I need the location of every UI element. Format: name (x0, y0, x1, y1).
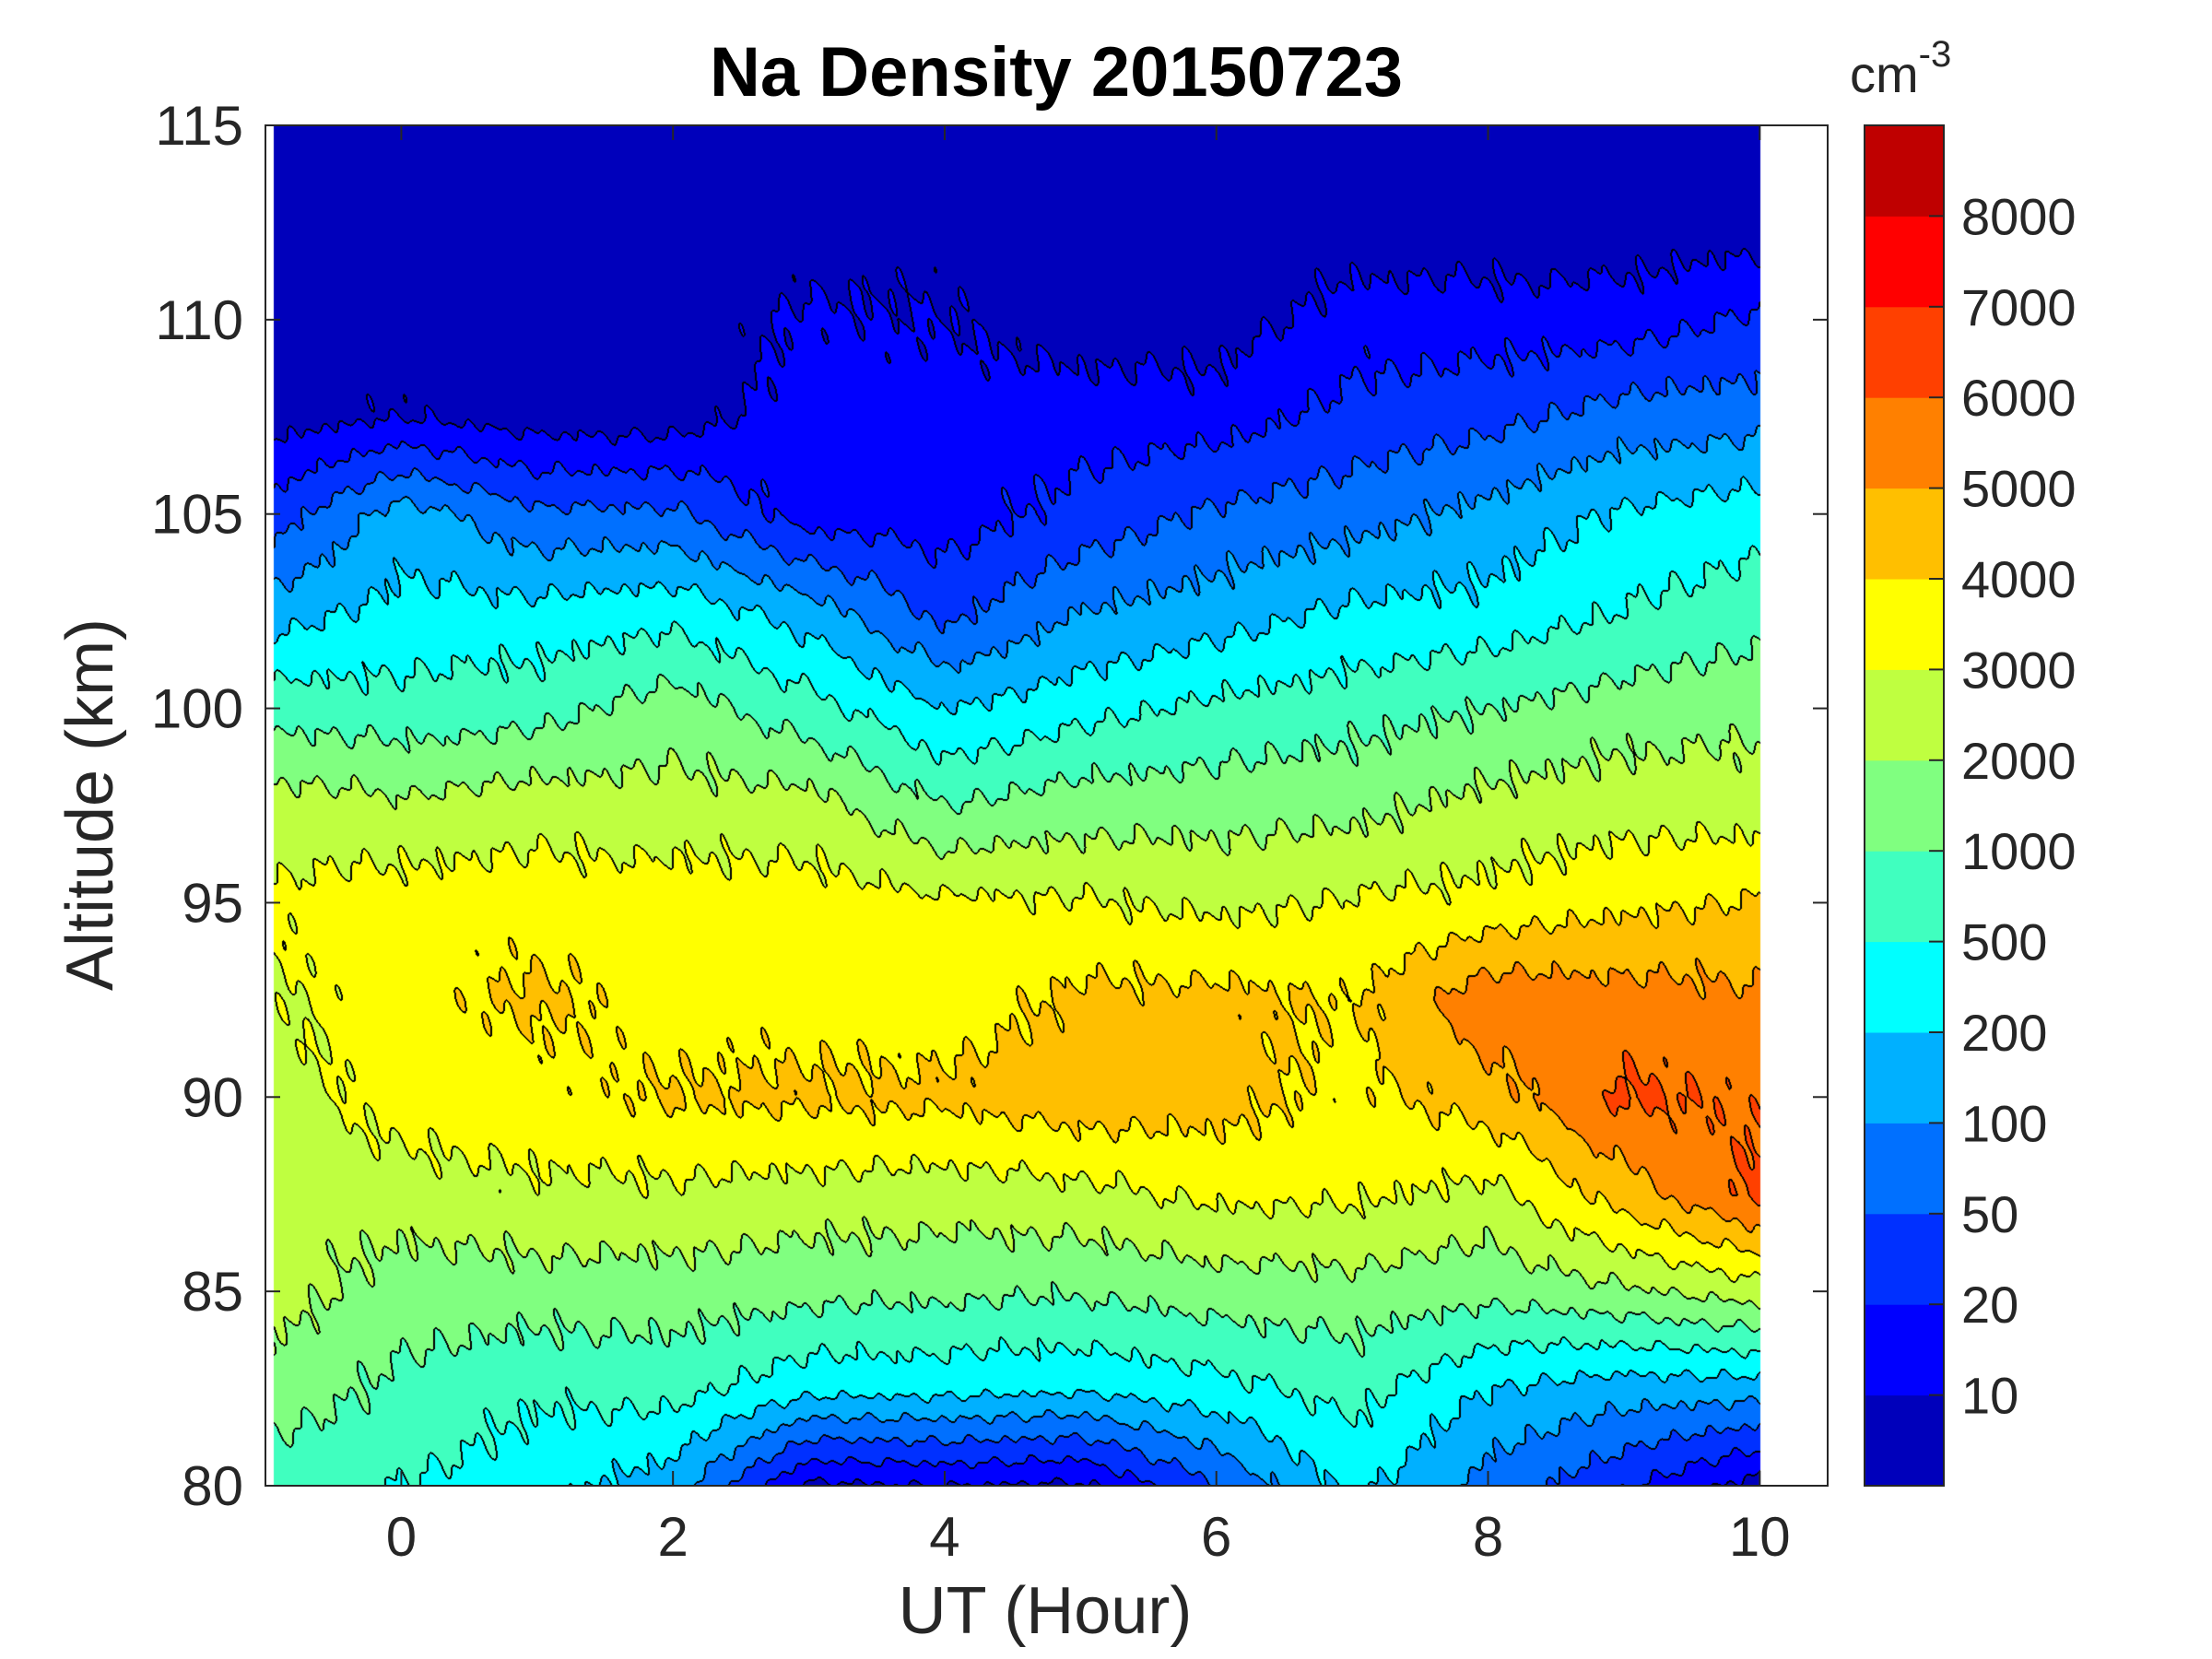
colorbar-frame (1864, 124, 1945, 1487)
x-tick-label: 4 (929, 1506, 959, 1568)
colorbar-tick-label: 10 (1961, 1367, 2018, 1425)
x-tick-label: 10 (1729, 1506, 1791, 1568)
x-tick-label: 2 (657, 1506, 688, 1568)
colorbar-tick-label: 6000 (1961, 369, 2077, 427)
contour-fill (265, 125, 1828, 1486)
colorbar-unit: cm-3 (1850, 34, 1951, 103)
colorbar-tick-label: 3000 (1961, 641, 2077, 699)
colorbar-band (1865, 579, 1944, 670)
colorbar-tick-label: 2000 (1961, 732, 2077, 790)
x-tick-label: 0 (386, 1506, 417, 1568)
colorbar-band (1865, 759, 1944, 852)
colorbar-tick-label: 20 (1961, 1276, 2018, 1334)
colorbar-tick-label: 200 (1961, 1004, 2047, 1062)
y-tick-label: 80 (182, 1455, 243, 1517)
colorbar-band (1865, 1032, 1944, 1124)
colorbar-unit-exponent: -3 (1919, 34, 1952, 75)
y-tick-label: 95 (182, 872, 243, 934)
colorbar-band (1865, 125, 1944, 217)
colorbar-band (1865, 216, 1944, 308)
y-tick-label: 105 (151, 484, 243, 546)
colorbar-tick-label: 500 (1961, 913, 2047, 971)
y-tick-label: 85 (182, 1261, 243, 1323)
colorbar-tick-label: 1000 (1961, 822, 2077, 880)
colorbar-band (1865, 669, 1944, 761)
colorbar-band (1865, 851, 1944, 943)
y-tick-label: 110 (155, 289, 243, 351)
colorbar-tick-label: 4000 (1961, 550, 2077, 608)
axes: 0 2 4 6 8 10 80 85 90 95 100 105 110 115 (151, 95, 1828, 1568)
x-tick-label: 8 (1473, 1506, 1503, 1568)
colorbar-unit-base: cm (1850, 45, 1919, 103)
y-tick-label: 90 (182, 1066, 243, 1128)
y-axis-label: Altitude (km) (53, 618, 127, 991)
colorbar-tick-label: 50 (1961, 1185, 2018, 1243)
x-axis-label: UT (Hour) (899, 1574, 1193, 1648)
colorbar-tick-label: 100 (1961, 1094, 2047, 1152)
colorbar-tick-label: 5000 (1961, 460, 2077, 518)
colorbar-band (1865, 1394, 1944, 1487)
colorbar-band (1865, 397, 1944, 489)
colorbar-band (1865, 488, 1944, 580)
colorbar-tick-label: 8000 (1961, 187, 2077, 245)
colorbar-band (1865, 941, 1944, 1033)
y-tick-label: 100 (151, 678, 243, 740)
x-tick-label: 6 (1201, 1506, 1231, 1568)
plot-frame (265, 124, 1829, 1487)
colorbar: 10 20 50 100 200 500 1000 2000 3000 4000 5000 6000 7… (1864, 124, 2077, 1487)
colorbar-band (1865, 1213, 1944, 1305)
chart-title: Na Density 20150723 (710, 33, 1403, 112)
colorbar-band (1865, 306, 1944, 398)
colorbar-band (1865, 1304, 1944, 1396)
y-tick-label: 115 (155, 95, 243, 157)
colorbar-band (1865, 1123, 1944, 1215)
colorbar-tick-label: 7000 (1961, 278, 2077, 336)
